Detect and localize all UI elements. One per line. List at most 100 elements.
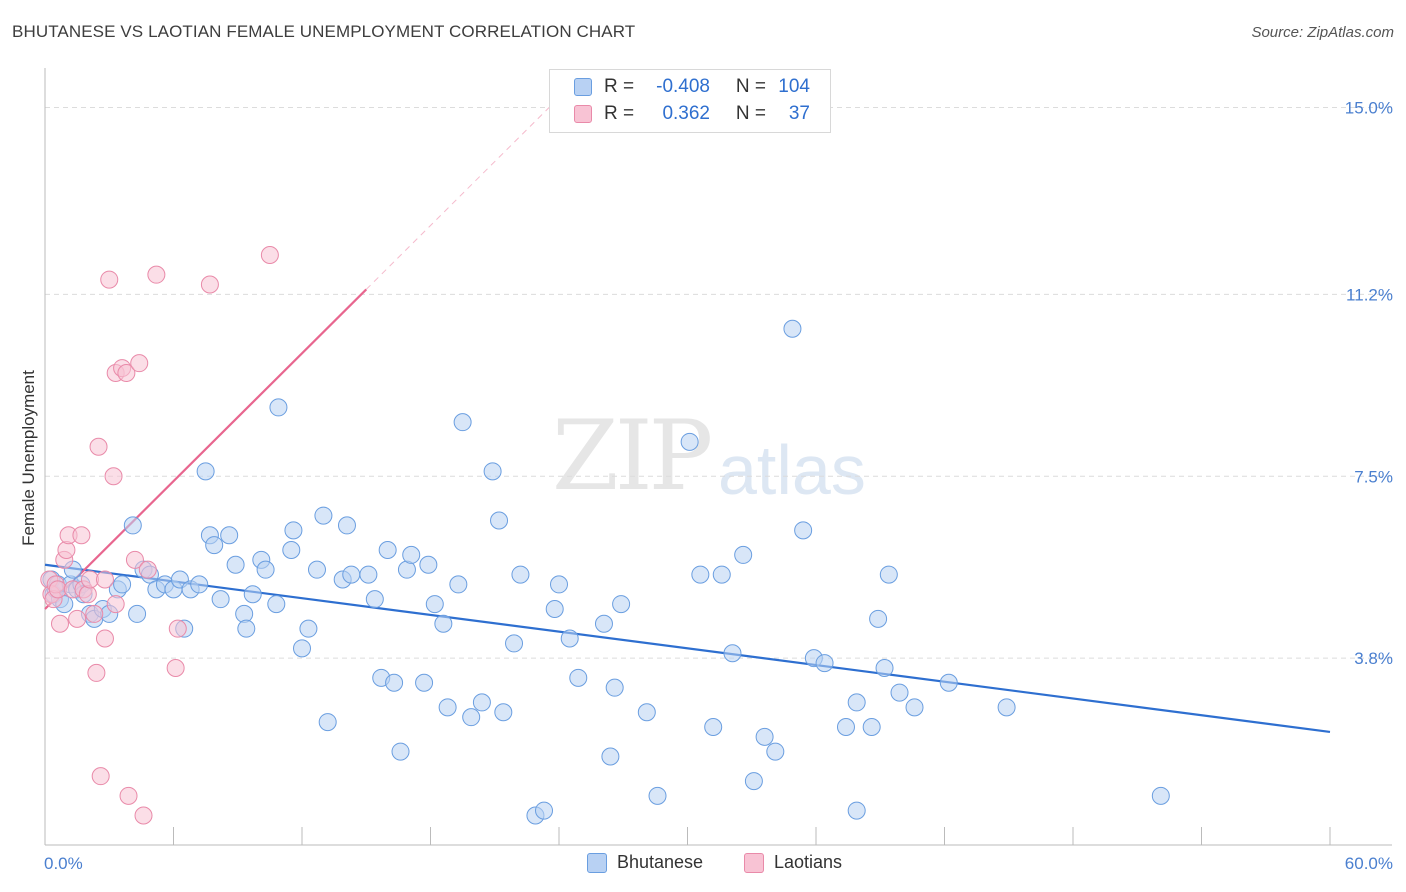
data-point-bhutanese — [862, 718, 881, 736]
watermark-atlas: atlas — [718, 431, 866, 509]
x-tick-label: 60.0% — [1345, 854, 1393, 873]
data-point-bhutanese — [637, 703, 656, 722]
legend-row-bhutanese: R = -0.408 N = 104 — [574, 74, 810, 100]
legend-label: Bhutanese — [617, 852, 704, 872]
data-point-bhutanese — [744, 772, 763, 791]
data-point-bhutanese — [612, 595, 631, 614]
data-point-bhutanese — [550, 575, 568, 594]
data-point-bhutanese — [505, 634, 524, 653]
data-point-laotians — [78, 585, 97, 604]
data-point-bhutanese — [425, 595, 444, 614]
trend-extension-laotians — [365, 77, 580, 290]
data-point-laotians — [72, 526, 91, 545]
data-point-bhutanese — [483, 462, 502, 481]
series-laotians — [40, 246, 279, 825]
data-point-bhutanese — [299, 619, 318, 638]
data-point-bhutanese — [342, 565, 361, 584]
data-point-bhutanese — [766, 742, 785, 761]
data-point-laotians — [68, 609, 87, 628]
data-point-bhutanese — [243, 585, 262, 604]
data-point-bhutanese — [419, 555, 438, 574]
data-point-bhutanese — [836, 718, 855, 736]
data-point-bhutanese — [284, 521, 303, 540]
data-point-laotians — [117, 364, 136, 382]
data-point-bhutanese — [211, 590, 230, 609]
data-point-bhutanese — [391, 742, 410, 761]
series-bhutanese — [42, 319, 1170, 825]
data-point-laotians — [147, 265, 166, 284]
legend-item-laotians[interactable]: Laotians — [744, 852, 842, 873]
data-point-bhutanese — [256, 560, 275, 579]
data-point-bhutanese — [337, 516, 356, 535]
legend-label: Laotians — [774, 852, 843, 872]
data-point-bhutanese — [794, 521, 813, 540]
data-point-bhutanese — [205, 536, 224, 555]
data-point-bhutanese — [648, 786, 667, 805]
data-point-laotians — [125, 550, 144, 569]
data-point-laotians — [260, 246, 279, 264]
data-point-bhutanese — [196, 462, 215, 481]
data-point-bhutanese — [128, 604, 147, 623]
data-point-bhutanese — [402, 545, 421, 564]
data-point-bhutanese — [704, 718, 723, 736]
legend-item-bhutanese[interactable]: Bhutanese — [587, 852, 703, 873]
data-point-laotians — [87, 663, 106, 682]
data-point-bhutanese — [190, 575, 209, 594]
data-point-bhutanese — [415, 673, 434, 692]
data-point-laotians — [50, 614, 69, 633]
data-point-laotians — [104, 467, 123, 486]
data-point-bhutanese — [879, 565, 898, 584]
data-point-laotians — [168, 619, 187, 638]
legend-swatch-pink — [574, 105, 592, 123]
legend-swatch-pink — [744, 852, 764, 873]
legend-swatch-blue — [574, 78, 592, 96]
data-point-bhutanese — [462, 708, 481, 727]
data-point-bhutanese — [712, 565, 731, 584]
trend-line-laotians — [44, 288, 368, 610]
axes — [44, 68, 1392, 846]
data-point-bhutanese — [511, 565, 530, 584]
data-point-bhutanese — [890, 683, 909, 702]
legend-n-value: 104 — [778, 76, 810, 97]
data-point-laotians — [48, 580, 67, 599]
data-point-laotians — [106, 595, 125, 614]
data-point-bhutanese — [453, 413, 472, 432]
y-axis-title: Female Unemployment — [19, 370, 38, 546]
y-tick-label: 7.5% — [1354, 467, 1393, 486]
legend-n-label: N = — [735, 76, 766, 97]
legend-r-value: -0.408 — [656, 76, 710, 97]
correlation-legend: R = -0.408 N = 104 R = 0.362 N = 37 — [549, 69, 831, 133]
data-point-laotians — [166, 659, 185, 677]
data-point-bhutanese — [494, 703, 513, 722]
tick-labels: 3.8% 7.5% 11.2% 15.0% 0.0% 60.0% — [44, 99, 1393, 874]
data-point-laotians — [100, 270, 119, 289]
data-point-laotians — [134, 806, 153, 825]
data-point-bhutanese — [235, 604, 254, 623]
data-point-bhutanese — [385, 673, 404, 692]
data-point-bhutanese — [535, 801, 554, 820]
y-tick-label: 11.2% — [1346, 285, 1393, 304]
data-point-bhutanese — [267, 595, 286, 614]
data-point-bhutanese — [1151, 786, 1170, 805]
data-point-bhutanese — [869, 609, 888, 628]
data-point-bhutanese — [314, 506, 333, 525]
data-point-bhutanese — [378, 541, 397, 559]
chart-title: BHUTANESE VS LAOTIAN FEMALE UNEMPLOYMENT… — [12, 22, 636, 41]
data-point-bhutanese — [545, 600, 564, 618]
data-point-bhutanese — [734, 545, 753, 564]
data-point-bhutanese — [594, 614, 613, 633]
data-point-bhutanese — [293, 639, 311, 658]
data-point-bhutanese — [365, 590, 384, 609]
data-point-bhutanese — [755, 727, 774, 746]
legend-n-label: N = — [735, 103, 766, 124]
data-point-bhutanese — [939, 673, 958, 692]
legend-row-laotians: R = 0.362 N = 37 — [574, 101, 810, 127]
data-point-laotians — [119, 786, 138, 805]
data-point-bhutanese — [847, 693, 866, 712]
data-point-bhutanese — [434, 614, 453, 633]
data-point-bhutanese — [997, 698, 1016, 717]
data-point-bhutanese — [307, 560, 326, 579]
data-point-bhutanese — [113, 575, 132, 594]
data-point-bhutanese — [815, 654, 834, 673]
